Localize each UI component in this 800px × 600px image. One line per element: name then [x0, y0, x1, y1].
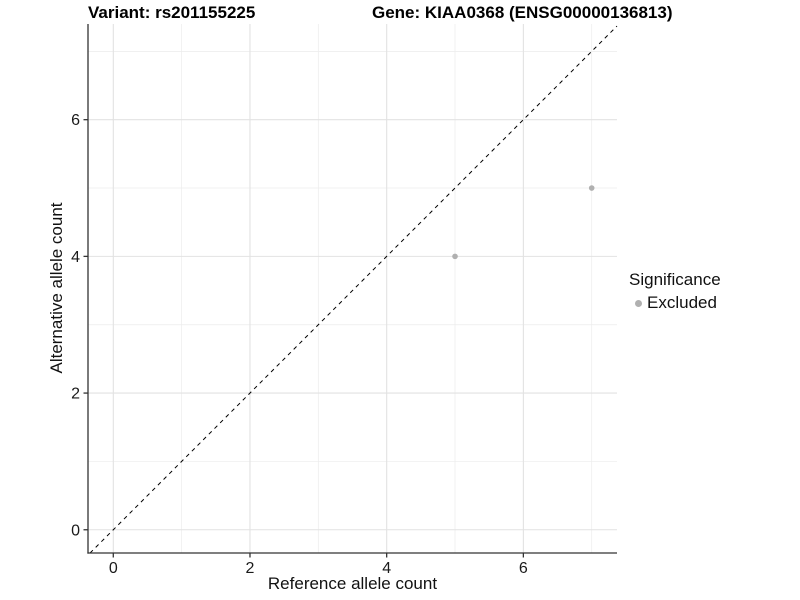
- x-tick-label: 6: [519, 560, 528, 577]
- y-tick-label: 0: [71, 522, 80, 539]
- y-axis-title: Alternative allele count: [47, 202, 66, 374]
- identity-dashed-line: [89, 25, 618, 554]
- y-tick-label: 4: [71, 249, 80, 266]
- x-tick-label: 0: [109, 560, 118, 577]
- data-point: [452, 253, 458, 260]
- plot-title-variant: Variant: rs201155225: [88, 3, 256, 22]
- legend-item-excluded: Excluded: [629, 293, 721, 313]
- x-tick-label: 2: [246, 560, 255, 577]
- legend-point-icon: [635, 299, 642, 307]
- data-point: [588, 185, 595, 191]
- plot-title-gene: Gene: KIAA0368 (ENSG00000136813): [372, 3, 673, 22]
- legend: Significance Excluded: [629, 270, 721, 313]
- x-axis-title: Reference allele count: [267, 574, 438, 593]
- y-tick-label: 2: [71, 386, 80, 403]
- legend-item-label: Excluded: [647, 293, 717, 312]
- x-tick-label: 4: [382, 560, 391, 577]
- y-tick-label: 6: [71, 112, 80, 129]
- legend-title: Significance: [629, 270, 721, 289]
